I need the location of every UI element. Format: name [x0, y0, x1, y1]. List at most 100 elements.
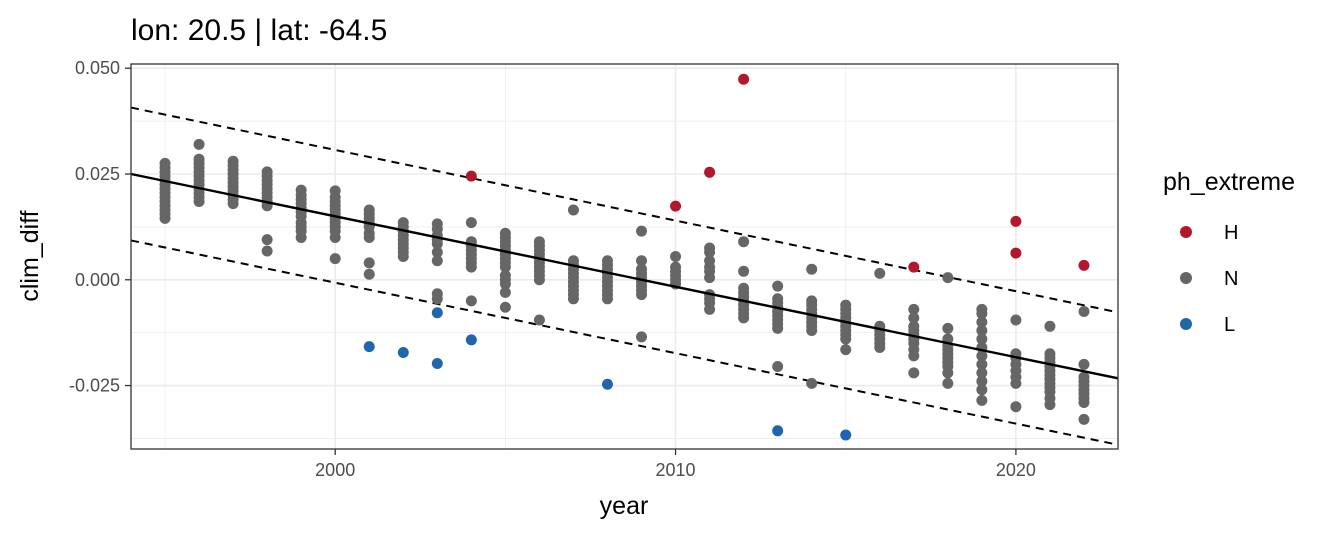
legend-title: ph_extreme	[1163, 168, 1295, 196]
x-tick-label: 2020	[996, 460, 1036, 480]
point-n	[261, 234, 273, 246]
plot-panel	[130, 63, 1119, 450]
point-n	[193, 196, 205, 207]
point-n	[840, 333, 852, 345]
point-n	[295, 231, 307, 243]
point-n	[738, 236, 750, 248]
point-n	[976, 375, 988, 387]
point-h	[1078, 259, 1090, 271]
point-n	[193, 138, 205, 150]
point-n	[465, 261, 477, 273]
y-tick-label: 0.050	[75, 58, 120, 78]
point-n	[227, 198, 239, 210]
chart-title: lon: 20.5 | lat: -64.5	[131, 14, 387, 47]
point-n	[499, 261, 511, 273]
point-n	[976, 394, 988, 406]
point-n	[976, 316, 988, 328]
legend-label-h: H	[1224, 222, 1238, 244]
upper-band-line	[130, 106, 1119, 314]
point-n	[431, 246, 443, 258]
point-n	[363, 268, 375, 280]
y-axis: -0.025 0.000 0.025 0.050	[69, 58, 131, 396]
point-n	[431, 255, 443, 267]
point-n	[772, 361, 784, 372]
point-n	[329, 253, 341, 265]
point-n	[499, 286, 511, 298]
point-n	[1010, 377, 1022, 389]
point-n	[976, 325, 988, 337]
point-h	[704, 166, 716, 178]
prediction-bands	[130, 106, 1119, 446]
legend-items: H N L	[1180, 222, 1238, 336]
grid-lines	[131, 64, 1118, 449]
point-n	[704, 272, 716, 284]
x-axis-title: year	[600, 492, 649, 520]
point-h	[670, 200, 682, 212]
point-n	[976, 384, 988, 396]
point-n	[874, 341, 886, 353]
point-l	[601, 378, 613, 390]
point-n	[908, 367, 920, 379]
point-h	[1010, 215, 1022, 227]
point-n	[533, 274, 545, 286]
point-n	[601, 293, 613, 305]
point-l	[431, 307, 443, 319]
point-n	[908, 312, 920, 324]
legend-label-n: N	[1224, 268, 1238, 290]
plot-background	[131, 64, 1118, 449]
point-h	[465, 170, 477, 182]
point-n	[636, 225, 648, 237]
point-h	[738, 73, 750, 85]
point-l	[840, 429, 852, 441]
point-n	[772, 322, 784, 334]
x-tick-label: 2000	[315, 460, 355, 480]
point-n	[840, 344, 852, 356]
point-n	[363, 257, 375, 269]
x-axis: 2000 2010 2020	[315, 449, 1036, 480]
point-n	[329, 231, 341, 243]
point-n	[465, 295, 477, 307]
x-tick-label: 2010	[656, 460, 696, 480]
point-n	[533, 314, 545, 326]
point-n	[1078, 358, 1090, 370]
point-n	[159, 212, 171, 224]
point-n	[670, 251, 682, 262]
point-n	[942, 367, 954, 379]
point-n	[465, 217, 477, 229]
legend-key-h	[1180, 226, 1192, 238]
point-n	[1078, 306, 1090, 317]
point-n	[1078, 396, 1090, 408]
point-n	[704, 246, 716, 258]
point-n	[567, 293, 579, 305]
point-n	[908, 303, 920, 315]
point-n	[908, 350, 920, 362]
trend-line	[130, 172, 1119, 380]
point-n	[1078, 413, 1090, 425]
point-n	[636, 289, 648, 301]
point-h	[908, 261, 920, 273]
point-n	[704, 303, 716, 315]
point-n	[976, 308, 988, 320]
point-n	[499, 278, 511, 290]
plot-border	[130, 63, 1119, 450]
point-n	[1044, 320, 1056, 332]
point-n	[636, 331, 648, 343]
point-n	[1010, 401, 1022, 413]
legend: ph_extreme H N L	[1163, 168, 1295, 336]
legend-key-l	[1180, 318, 1192, 330]
point-n	[874, 267, 886, 279]
point-n	[738, 265, 750, 277]
point-l	[465, 334, 477, 346]
trend-line-layer	[130, 172, 1119, 380]
point-n	[942, 377, 954, 389]
point-n	[738, 312, 750, 324]
point-n	[1010, 314, 1022, 326]
point-n	[806, 263, 818, 275]
point-n	[431, 238, 443, 250]
point-n	[942, 322, 954, 334]
point-n	[397, 251, 409, 262]
y-tick-label: 0.025	[75, 164, 120, 184]
point-n	[363, 231, 375, 243]
point-n	[1044, 399, 1056, 411]
